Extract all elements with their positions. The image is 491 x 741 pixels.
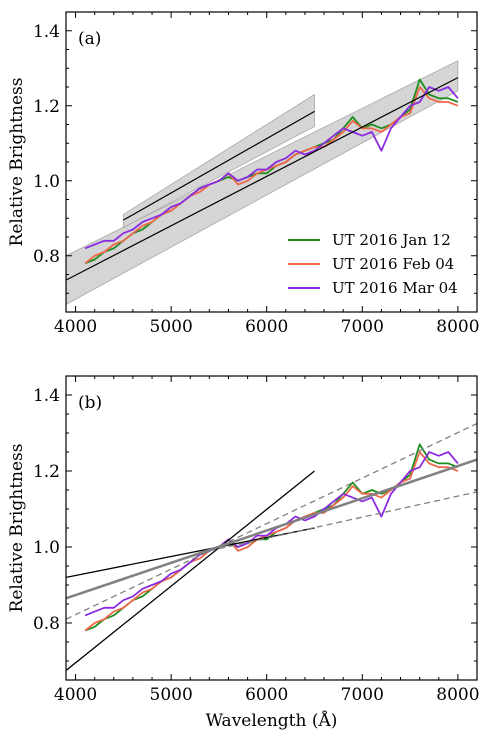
- legend: UT 2016 Jan 12 UT 2016 Feb 04 UT 2016 Mar …: [288, 231, 458, 297]
- fit-line-3: [66, 458, 477, 600]
- plot-area: [66, 422, 477, 672]
- fit-line-2: [123, 110, 315, 221]
- legend-entry-2: UT 2016 Feb 04: [332, 255, 454, 273]
- y-tick-label: 1.0: [33, 538, 60, 558]
- panel-label: (b): [78, 393, 102, 413]
- x-tick-label: 7000: [341, 685, 384, 705]
- x-axis-label: Wavelength (Å): [206, 710, 338, 731]
- y-tick-label: 1.2: [33, 97, 60, 117]
- fit-line-1: [66, 77, 459, 281]
- x-tick-label: 5000: [150, 685, 193, 705]
- x-tick-label: 4000: [54, 685, 97, 705]
- x-tick-label: 7000: [341, 317, 384, 337]
- x-tick-label: 6000: [245, 317, 288, 337]
- legend-entry-1: UT 2016 Jan 12: [332, 231, 451, 249]
- y-axis-label: Relative Brightness: [7, 444, 27, 613]
- uncertainty-band-2: [122, 93, 315, 229]
- plot-area: [66, 60, 459, 305]
- y-axis-label: Relative Brightness: [7, 78, 27, 247]
- fit-line-4: [66, 422, 477, 620]
- panel-a: 4000 5000 6000 7000 8000 0.8 1.0 1.2 1.4 (a) Relat…: [7, 11, 480, 337]
- y-tick-label: 1.4: [33, 386, 60, 406]
- panel-b: 4000 5000 6000 7000 8000 0.8 1.0 1.2 1.4 (b) Relat…: [7, 375, 480, 731]
- x-tick-label: 8000: [436, 685, 479, 705]
- uncertainty-band-1: [66, 60, 459, 305]
- fit-line-5: [209, 491, 477, 552]
- series-line-3: [84, 86, 459, 250]
- y-tick-label: 1.2: [33, 462, 60, 482]
- y-tick-label: 0.8: [33, 614, 60, 634]
- y-tick-label: 1.0: [33, 172, 60, 192]
- y-tick-label: 0.8: [33, 247, 60, 267]
- series-line-2: [84, 86, 459, 265]
- x-tick-label: 5000: [150, 317, 193, 337]
- fit-line-1: [66, 470, 315, 672]
- legend-entry-3: UT 2016 Mar 04: [332, 279, 458, 297]
- series-line-2: [84, 451, 459, 632]
- x-tick-label: 4000: [54, 317, 97, 337]
- x-tick-label: 6000: [245, 685, 288, 705]
- y-tick-label: 1.4: [33, 22, 60, 42]
- x-tick-label: 8000: [436, 317, 479, 337]
- panel-label: (a): [78, 29, 101, 49]
